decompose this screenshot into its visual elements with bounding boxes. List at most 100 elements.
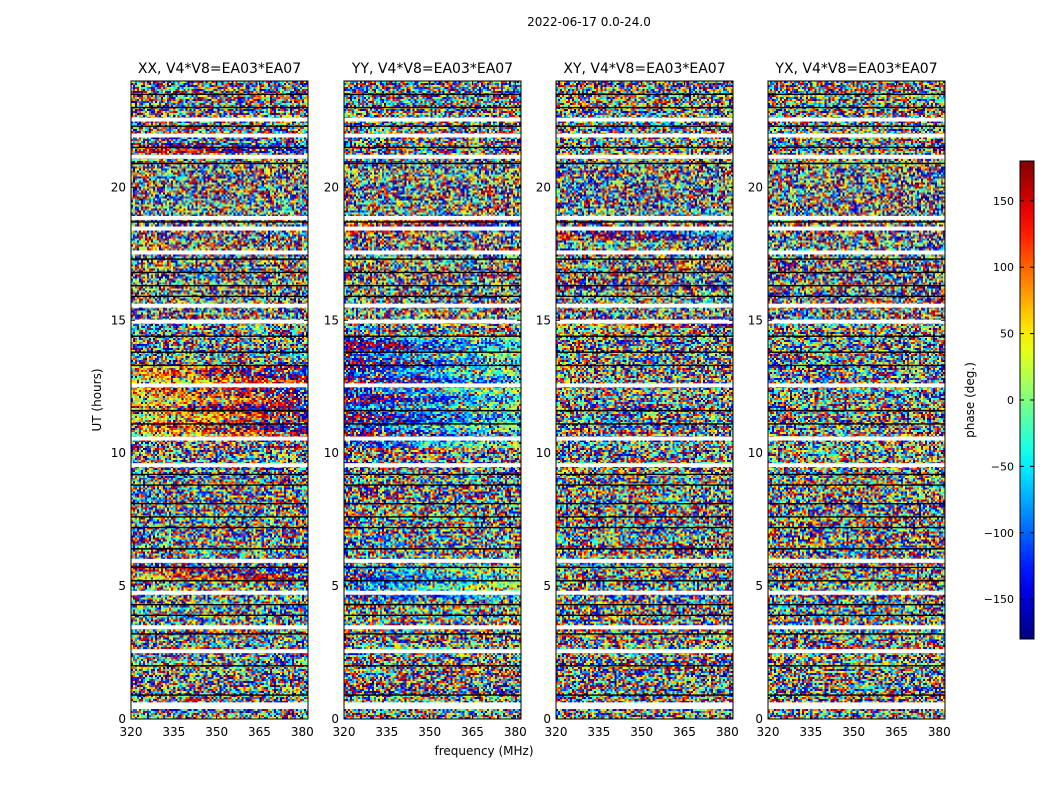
flagged-row: [344, 463, 521, 468]
x-axis-label: frequency (MHz): [434, 744, 533, 758]
x-tick-label: 335: [799, 725, 822, 739]
flagged-row: [344, 250, 521, 255]
flagged-row: [768, 303, 945, 308]
flagged-row: [768, 133, 945, 138]
colorbar-tick-label: −100: [984, 527, 1014, 540]
panel-frame: [130, 80, 309, 720]
flagged-row: [768, 558, 945, 563]
flagged-row: [768, 154, 945, 159]
x-tick-label: 350: [418, 725, 441, 739]
flagged-row: [131, 590, 308, 595]
x-tick-label: 335: [162, 725, 185, 739]
flagged-row: [344, 383, 521, 388]
flagged-row: [556, 117, 733, 122]
flagged-row: [768, 649, 945, 654]
flagged-row: [344, 154, 521, 159]
flagged-row: [344, 215, 521, 220]
flagged-row: [131, 319, 308, 324]
x-tick-label: 350: [842, 725, 865, 739]
colorbar-tick-label: 100: [993, 261, 1014, 274]
colorbar-tick-label: 50: [1000, 328, 1014, 341]
flagged-row: [768, 590, 945, 595]
y-tick-label: 10: [536, 446, 551, 460]
flagged-row: [556, 705, 733, 710]
flagged-row: [556, 590, 733, 595]
flagged-row: [768, 625, 945, 630]
y-tick-label: 10: [111, 446, 126, 460]
flagged-row: [344, 649, 521, 654]
panel-frame: [555, 80, 734, 720]
flagged-row: [768, 226, 945, 231]
figure-title: 2022-06-17 0.0-24.0: [527, 15, 651, 29]
x-tick-label: 380: [716, 725, 739, 739]
flagged-row: [768, 117, 945, 122]
flagged-row: [131, 625, 308, 630]
panel-title-xy: XY, V4*V8=EA03*EA07: [563, 61, 725, 77]
y-tick-label: 0: [543, 712, 551, 726]
flagged-row: [131, 154, 308, 159]
flagged-row: [556, 558, 733, 563]
x-tick-label: 335: [587, 725, 610, 739]
x-tick-label: 350: [630, 725, 653, 739]
x-tick-label: 335: [375, 725, 398, 739]
flagged-row: [556, 625, 733, 630]
x-tick-label: 380: [928, 725, 951, 739]
flagged-row: [344, 702, 521, 707]
colorbar-tick-label: −150: [984, 593, 1014, 606]
flagged-row: [768, 215, 945, 220]
flagged-row: [131, 117, 308, 122]
flagged-row: [344, 303, 521, 308]
x-tick-label: 320: [333, 725, 356, 739]
x-tick-label: 365: [885, 725, 908, 739]
colorbar-tick-label: 0: [1007, 394, 1014, 407]
y-tick-label: 0: [118, 712, 126, 726]
flagged-row: [131, 133, 308, 138]
flagged-row: [556, 436, 733, 441]
panel-title-xx: XX, V4*V8=EA03*EA07: [138, 61, 301, 77]
flagged-row: [768, 702, 945, 707]
flagged-row: [556, 303, 733, 308]
panel-xx: XX, V4*V8=EA03*EA07 320 335 350 365 380 0 5 10 15…: [111, 61, 314, 739]
flagged-row: [131, 250, 308, 255]
y-tick-label: 10: [324, 446, 339, 460]
flagged-row: [768, 319, 945, 324]
flagged-row: [768, 705, 945, 710]
y-tick-label: 15: [748, 313, 763, 327]
x-tick-label: 320: [120, 725, 143, 739]
flagged-row: [131, 463, 308, 468]
x-tick-label: 320: [545, 725, 568, 739]
colorbar-tick-label: 150: [993, 195, 1014, 208]
y-tick-label: 10: [748, 446, 763, 460]
y-tick-label: 0: [755, 712, 763, 726]
flagged-row: [131, 436, 308, 441]
flagged-row: [131, 705, 308, 710]
x-tick-label: 365: [673, 725, 696, 739]
flagged-row: [768, 436, 945, 441]
flagged-row: [556, 215, 733, 220]
flagged-row: [131, 558, 308, 563]
y-tick-label: 20: [536, 180, 551, 194]
y-axis-label: UT (hours): [90, 368, 104, 431]
flagged-row: [556, 463, 733, 468]
y-tick-label: 20: [324, 180, 339, 194]
x-tick-label: 365: [461, 725, 484, 739]
flagged-row: [344, 117, 521, 122]
y-tick-label: 5: [331, 579, 339, 593]
flagged-row: [344, 558, 521, 563]
flagged-row: [768, 463, 945, 468]
y-tick-label: 15: [111, 313, 126, 327]
flagged-row: [556, 250, 733, 255]
heatmap-yx: [768, 81, 945, 719]
panel-title-yy: YY, V4*V8=EA03*EA07: [351, 61, 513, 77]
flagged-row: [556, 649, 733, 654]
flagged-row: [344, 133, 521, 138]
heatmap-xx: [131, 81, 308, 719]
flagged-row: [344, 705, 521, 710]
flagged-row: [344, 590, 521, 595]
colorbar-tick-label: −50: [991, 460, 1014, 473]
flagged-row: [768, 383, 945, 388]
flagged-row: [131, 702, 308, 707]
y-tick-label: 5: [543, 579, 551, 593]
flagged-row: [556, 133, 733, 138]
